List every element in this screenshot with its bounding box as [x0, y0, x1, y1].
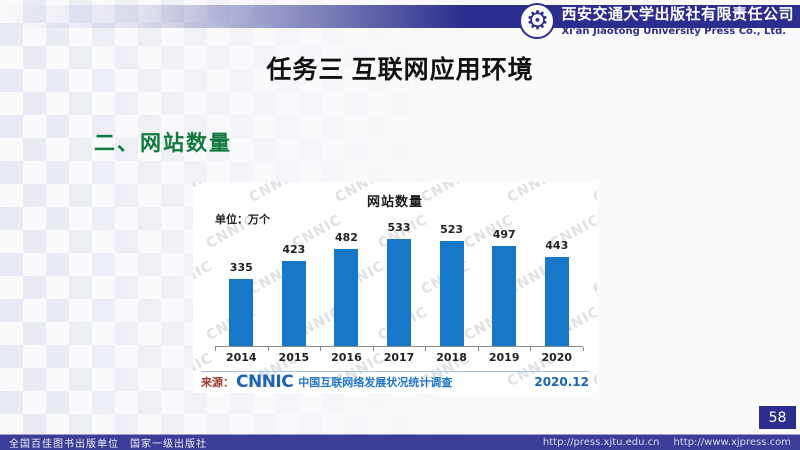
axis-tick	[372, 347, 374, 351]
axis-tick	[583, 347, 584, 351]
bar-slot: 423	[268, 218, 321, 347]
watermark-text: CNNIC	[193, 257, 216, 299]
publisher-name-block: 西安交通大学出版社有限责任公司 Xi'an Jiaotong Universit…	[561, 3, 794, 38]
axis-tick	[425, 347, 427, 351]
publisher-logo: ⚙ 西安交通大学出版社有限责任公司 Xi'an Jiaotong Univers…	[519, 3, 794, 39]
bar-value-label: 423	[282, 243, 306, 257]
x-axis-label: 2015	[278, 351, 310, 364]
chart-title: 网站数量	[366, 195, 423, 210]
axis-tick	[477, 347, 479, 351]
xjpress-url: http://www.xjpress.com	[673, 437, 791, 448]
axis-tick	[267, 347, 269, 351]
slide-title: 任务三 互联网应用环境	[266, 57, 534, 84]
source-row: 来源： CNNIC 中国互联网络发展状况统计调查 2020.12	[201, 372, 589, 392]
x-axis	[215, 346, 584, 351]
source-date: 2020.12	[534, 375, 589, 389]
bar	[439, 241, 464, 347]
chart-unit-label: 单位：万个	[215, 213, 270, 226]
x-axis-label: 2014	[225, 351, 257, 364]
bar-slot: 443	[530, 218, 583, 347]
bar	[281, 261, 306, 347]
axis-tick	[320, 347, 322, 351]
bar-slot: 497	[478, 218, 531, 347]
x-axis-label: 2020	[541, 351, 573, 364]
press-url: http://press.xjtu.edu.cn	[542, 437, 660, 448]
watermark-text: CNNIC	[590, 349, 597, 391]
source-label: 来源：	[201, 376, 234, 389]
x-axis-label: 2016	[331, 351, 362, 364]
watermark-text: CNNIC	[590, 257, 597, 299]
company-name-english: Xi'an Jiaotong University Press Co., Ltd…	[561, 26, 787, 37]
website-count-chart: CNNIC CNNIC CNNIC CNNIC CNNIC CNNIC CNNIC CNNIC…	[193, 182, 597, 393]
bar	[544, 257, 569, 347]
bar-series: 335 423 482 533 523 497 443	[215, 218, 583, 347]
bar-slot: 482	[320, 218, 373, 347]
x-axis-label: 2017	[383, 351, 415, 364]
bar-slot: 533	[373, 218, 426, 347]
axis-tick	[530, 347, 532, 351]
section-heading: 二、网站数量	[94, 131, 232, 155]
x-axis-label: 2019	[488, 351, 520, 364]
header-gradient-bar	[0, 5, 800, 28]
bar	[492, 246, 517, 347]
axis-tick	[215, 347, 216, 351]
bar	[334, 249, 359, 347]
page-number: 58	[759, 406, 796, 429]
bar-slot: 523	[425, 218, 478, 347]
bar-value-label: 443	[545, 239, 569, 253]
x-axis-label: 2018	[436, 351, 467, 364]
footer-accreditation: 全国百佳图书出版单位 国家一级出版社	[9, 439, 207, 450]
bar-value-label: 523	[440, 223, 464, 236]
footer-urls: http://press.xjtu.edu.cn http://www.xjpr…	[543, 437, 791, 448]
bar	[229, 279, 254, 347]
company-name-chinese: 西安交通大学出版社有限责任公司	[561, 5, 794, 23]
bar-value-label: 497	[492, 228, 516, 242]
footer-bar: 全国百佳图书出版单位 国家一级出版社 http://press.xjtu.edu…	[0, 434, 800, 450]
bar-slot: 335	[215, 218, 268, 347]
cnnic-logo: CNNIC	[236, 372, 294, 392]
bar	[387, 239, 412, 347]
source-divider	[201, 371, 589, 372]
source-description: 中国互联网络发展状况统计调查	[298, 376, 453, 389]
x-axis-labels: 2014 2015 2016 2017 2018 2019 2020	[215, 351, 583, 366]
bar-value-label: 533	[387, 221, 411, 234]
bar-value-label: 482	[334, 231, 358, 245]
gear-ship-logo-icon: ⚙	[519, 3, 556, 39]
bar-value-label: 335	[229, 261, 253, 275]
